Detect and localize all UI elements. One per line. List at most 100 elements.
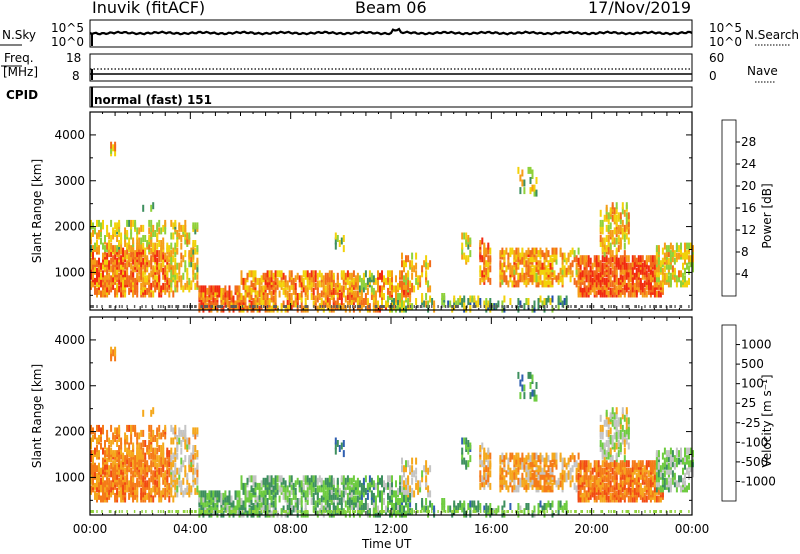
- power-data-cell: [583, 255, 586, 263]
- power-data-cell: [104, 235, 106, 242]
- power-data-cell: [549, 262, 552, 270]
- power-data-cell: [692, 260, 694, 268]
- velocity-data-cell: [346, 498, 349, 505]
- power-data-cell: [128, 219, 131, 227]
- power-data-cell: [302, 277, 305, 285]
- velocity-data-cell: [364, 503, 367, 510]
- velocity-data-cell: [469, 500, 472, 508]
- velocity-data-cell: [330, 480, 333, 488]
- power-ground-cell: [654, 305, 656, 308]
- power-data-cell: [330, 305, 333, 313]
- power-data-cell: [114, 222, 117, 230]
- power-data-cell: [599, 240, 602, 247]
- power-ground-cell: [253, 305, 255, 308]
- power-data-cell: [370, 272, 373, 280]
- power-ground-cell: [426, 305, 428, 308]
- power-data-cell: [403, 260, 405, 268]
- power-ground-cell: [472, 305, 474, 308]
- power-data-cell: [379, 290, 381, 298]
- velocity-data-cell: [611, 435, 614, 442]
- velocity-data-cell: [224, 495, 227, 503]
- velocity-data-cell: [106, 477, 109, 485]
- velocity-data-cell: [623, 429, 626, 437]
- velocity-data-cell: [158, 432, 161, 440]
- power-data-cell: [212, 285, 215, 293]
- velocity-data-cell: [180, 447, 183, 455]
- velocity-data-cell: [264, 487, 267, 495]
- velocity-data-cell: [499, 465, 502, 473]
- velocity-data-cell: [411, 487, 414, 495]
- velocity-data-cell: [112, 480, 115, 488]
- power-data-cell: [124, 270, 127, 278]
- power-data-cell: [615, 247, 618, 255]
- velocity-data-cell: [156, 480, 159, 488]
- power-ground-cell: [392, 305, 394, 308]
- power-data-cell: [671, 255, 674, 263]
- power-data-cell: [340, 293, 343, 300]
- velocity-data-cell: [561, 505, 564, 513]
- velocity-data-cell: [252, 503, 255, 510]
- velocity-data-cell: [374, 482, 377, 490]
- velocity-data-cell: [537, 455, 540, 463]
- velocity-data-cell: [188, 482, 191, 490]
- power-data-cell: [184, 250, 187, 258]
- power-data-cell: [238, 290, 241, 298]
- velocity-data-cell: [214, 490, 217, 498]
- velocity-data-cell: [118, 452, 121, 460]
- velocity-data-cell: [148, 432, 151, 440]
- power-data-cell: [399, 280, 401, 288]
- power-data-cell: [453, 295, 456, 303]
- power-data-cell: [609, 287, 612, 295]
- velocity-data-cell: [242, 487, 245, 495]
- power-data-cell: [599, 209, 602, 217]
- power-data-cell: [413, 285, 416, 293]
- power-data-cell: [324, 290, 327, 298]
- velocity-data-cell: [541, 505, 544, 513]
- velocity-data-cell: [90, 437, 92, 445]
- power-data-cell: [242, 277, 245, 285]
- velocity-data-cell: [469, 508, 472, 516]
- power-ground-cell: [357, 305, 359, 308]
- power-data-cell: [692, 255, 694, 263]
- power-data-cell: [663, 265, 666, 273]
- velocity-data-cell: [356, 495, 359, 503]
- velocity-data-cell: [599, 492, 602, 500]
- power-data-cell: [128, 275, 131, 283]
- velocity-data-cell: [168, 455, 171, 463]
- velocity-data-cell: [519, 505, 522, 513]
- power-data-cell: [144, 247, 147, 255]
- power-data-cell: [280, 280, 283, 288]
- velocity-data-cell: [473, 500, 476, 508]
- power-data-cell: [156, 242, 159, 250]
- power-data-cell: [286, 280, 289, 288]
- power-data-cell: [405, 282, 407, 290]
- power-data-cell: [314, 270, 317, 278]
- power-data-cell: [124, 232, 127, 240]
- velocity-data-cell: [364, 475, 367, 483]
- power-data-cell: [144, 287, 147, 295]
- velocity-data-cell: [314, 475, 317, 483]
- velocity-data-cell: [407, 482, 410, 490]
- velocity-data-cell: [152, 485, 155, 493]
- velocity-data-cell: [194, 487, 197, 495]
- velocity-data-cell: [553, 452, 556, 460]
- velocity-data-cell: [120, 490, 123, 498]
- power-data-cell: [397, 293, 399, 300]
- velocity-data-cell: [489, 503, 492, 510]
- power-ground-cell: [90, 305, 92, 308]
- power-data-cell: [90, 219, 92, 227]
- power-data-cell: [240, 293, 243, 300]
- power-data-cell: [360, 298, 363, 305]
- power-data-cell: [529, 187, 532, 195]
- velocity-data-cell: [487, 480, 490, 488]
- velocity-data-cell: [523, 477, 526, 485]
- power-data-cell: [537, 250, 540, 258]
- power-data-cell: [684, 275, 686, 283]
- velocity-data-cell: [523, 392, 526, 400]
- power-data-cell: [362, 285, 365, 293]
- power-data-cell: [236, 303, 239, 311]
- velocity-data-cell: [196, 462, 199, 470]
- velocity-data-cell: [316, 477, 319, 485]
- power-data-cell: [503, 250, 506, 258]
- velocity-data-cell: [611, 407, 614, 415]
